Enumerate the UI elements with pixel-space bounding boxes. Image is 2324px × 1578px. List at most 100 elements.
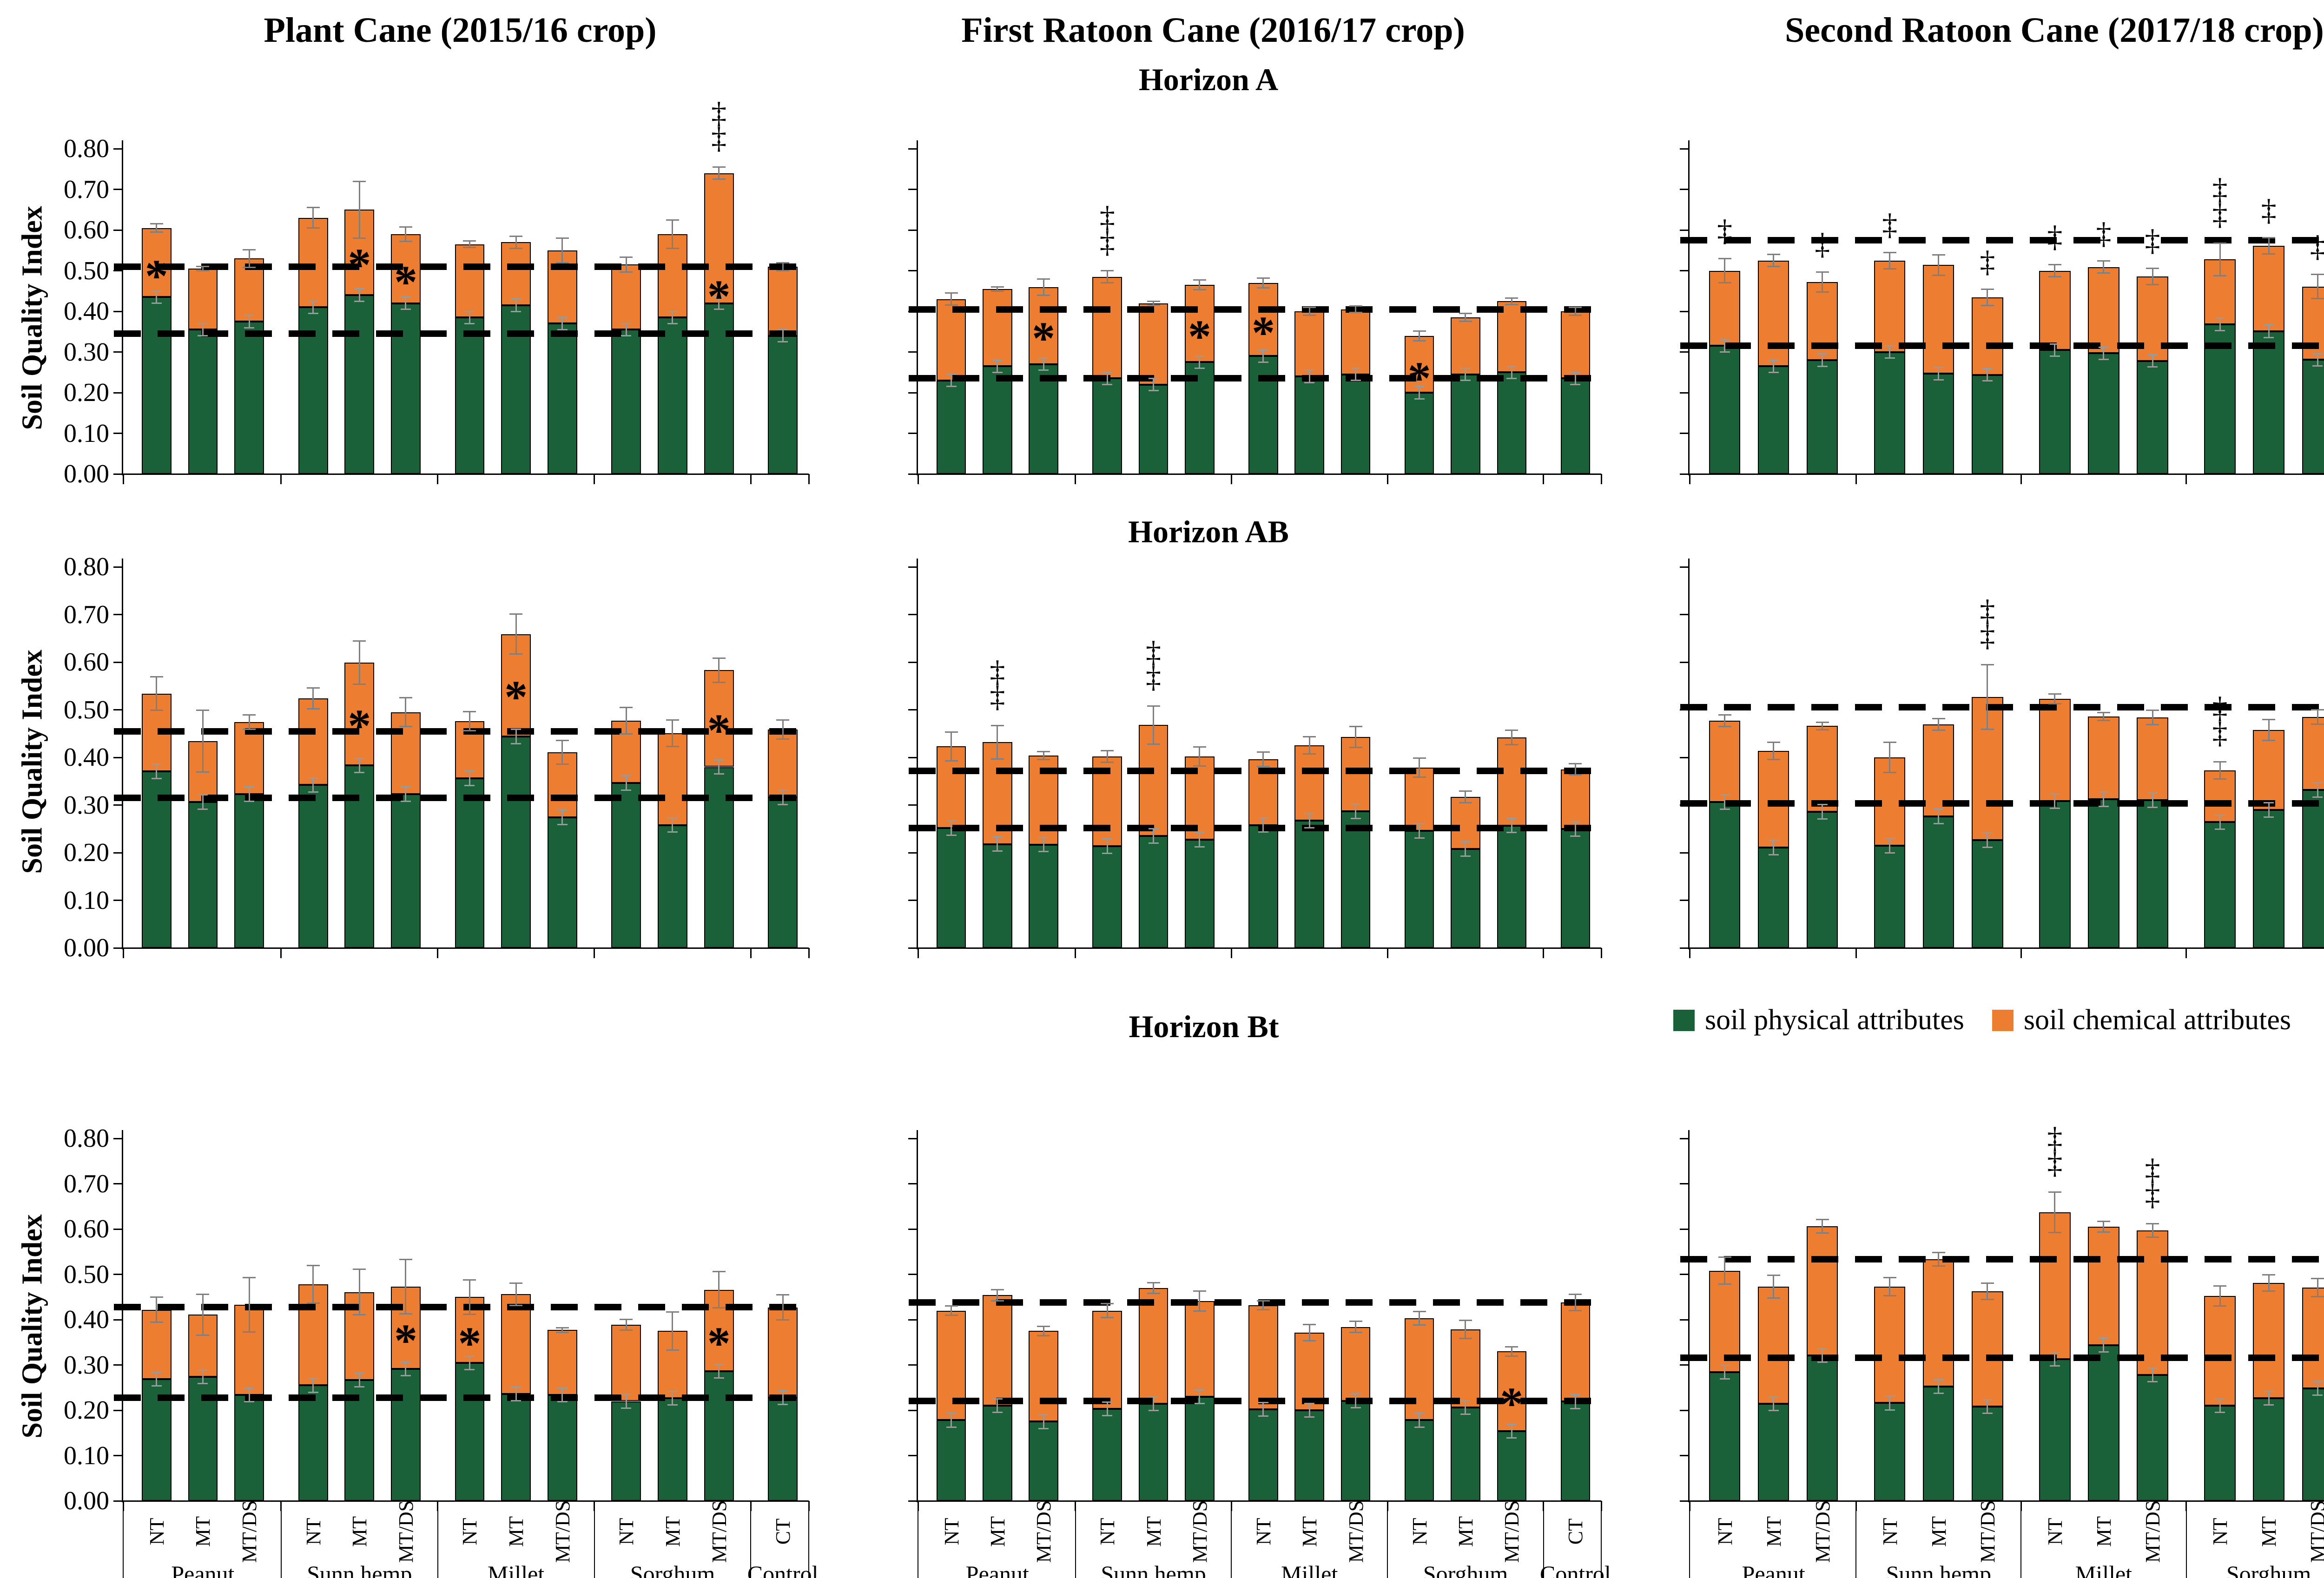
error-bar-cap xyxy=(1981,1298,1994,1300)
bar-segment-chemical xyxy=(2204,1296,2236,1406)
error-bar-boundary xyxy=(515,299,517,311)
error-bar-cap xyxy=(1037,751,1050,753)
x-group-tick xyxy=(1600,474,1602,484)
error-bar-cap xyxy=(354,300,365,302)
error-bar-cap xyxy=(667,310,678,312)
error-bar-cap xyxy=(196,1293,210,1295)
bar-segment-physical xyxy=(1758,847,1789,948)
y-tick xyxy=(113,1409,122,1411)
error-bar-cap xyxy=(196,710,210,711)
bar-segment-chemical xyxy=(1560,311,1591,379)
error-bar-cap xyxy=(1102,371,1113,373)
error-bar-boundary xyxy=(2103,792,2105,807)
y-tick-label: 0.30 xyxy=(64,337,109,367)
y-axis xyxy=(917,559,918,949)
reference-line-control-total xyxy=(909,1299,1601,1306)
error-bar-cap xyxy=(712,658,726,659)
x-group-tick xyxy=(917,474,919,484)
treatment-label: MT/DS xyxy=(1188,1500,1211,1563)
bar-segment-physical xyxy=(298,1385,328,1501)
error-bar-cap xyxy=(243,1276,256,1278)
y-tick xyxy=(1680,947,1688,949)
reference-line-control-physical xyxy=(909,824,1601,831)
error-bar-cap xyxy=(1148,390,1159,392)
error-bar-cap xyxy=(464,310,475,312)
error-bar-cap xyxy=(2264,1404,2274,1406)
y-tick xyxy=(908,852,917,854)
y-tick xyxy=(908,351,917,353)
group-separator xyxy=(1601,1502,1602,1578)
error-bar-boundary xyxy=(1987,1400,1988,1414)
error-bar-boundary xyxy=(1043,837,1044,852)
legend-label-chemical: soil chemical attributes xyxy=(2023,1004,2291,1036)
error-bar-boundary xyxy=(469,771,470,786)
error-bar-cap xyxy=(1350,1407,1361,1408)
bar-segment-physical xyxy=(547,323,577,474)
bar-segment-chemical xyxy=(1807,726,1838,812)
reference-line-control-total xyxy=(909,306,1601,313)
bar-segment-physical xyxy=(936,1420,966,1501)
y-tick xyxy=(113,1364,122,1366)
x-group-tick xyxy=(437,474,439,484)
error-bar-cap xyxy=(151,1385,162,1387)
treatment-label: MT xyxy=(504,1516,528,1547)
bar-segment-chemical xyxy=(1404,335,1434,393)
y-tick xyxy=(1680,1409,1688,1411)
error-bar-cap xyxy=(198,809,208,810)
error-bar-cap xyxy=(1932,730,1945,731)
error-bar-cap xyxy=(1933,379,1944,381)
bar-segment-physical xyxy=(1807,360,1838,474)
y-tick xyxy=(1680,852,1688,854)
error-bar-cap xyxy=(1719,1364,1730,1366)
error-bar xyxy=(2219,1286,2221,1306)
error-bar-cap xyxy=(778,329,788,330)
error-bar xyxy=(1308,1324,1310,1341)
error-bar-cap xyxy=(400,1375,411,1377)
error-bar-cap xyxy=(621,1394,632,1395)
y-tick xyxy=(908,1183,917,1184)
error-bar-cap xyxy=(1768,359,1779,361)
error-bar-boundary xyxy=(1938,809,1940,824)
error-bar xyxy=(1106,270,1108,283)
error-bar-cap xyxy=(1816,1219,1829,1221)
bar-segment-physical xyxy=(768,797,798,948)
error-bar-cap xyxy=(1883,1276,1896,1278)
treatment-label: NT xyxy=(1878,1518,1901,1545)
error-bar-cap xyxy=(244,315,255,316)
error-bar-cap xyxy=(1101,750,1114,752)
error-bar-boundary xyxy=(1822,804,1823,819)
error-bar-cap xyxy=(2098,346,2109,348)
error-bar-cap xyxy=(244,1400,255,1402)
bar-segment-chemical xyxy=(1560,1302,1591,1402)
y-tick xyxy=(113,1500,122,1502)
error-bar-cap xyxy=(244,786,255,788)
error-bar-cap xyxy=(621,322,632,324)
subtitle-horizon-ab: Horizon AB xyxy=(1128,514,1289,549)
error-bar-cap xyxy=(1569,1310,1582,1311)
error-bar-cap xyxy=(1506,817,1517,819)
error-bar xyxy=(156,1297,158,1322)
error-bar-cap xyxy=(1506,365,1517,367)
error-bar-cap xyxy=(1768,839,1779,841)
error-bar-cap xyxy=(944,760,958,762)
error-bar-cap xyxy=(557,329,568,330)
error-bar-boundary xyxy=(672,818,673,832)
y-axis xyxy=(1688,140,1690,475)
error-bar-cap xyxy=(992,371,1003,373)
error-bar-cap xyxy=(306,207,320,209)
error-bar-boundary xyxy=(1419,1413,1420,1427)
error-bar-boundary xyxy=(1574,1394,1576,1409)
error-bar-boundary xyxy=(2219,815,2221,829)
error-bar-cap xyxy=(399,697,412,699)
bar-segment-physical xyxy=(936,828,966,948)
error-bar-cap xyxy=(2215,329,2225,331)
error-bar-cap xyxy=(2147,354,2158,356)
error-bar-cap xyxy=(990,1300,1004,1302)
error-bar-cap xyxy=(2312,1381,2323,1383)
error-bar-cap xyxy=(1102,852,1113,854)
error-bar-boundary xyxy=(1511,366,1512,379)
error-bar-cap xyxy=(1505,730,1519,731)
bar-segment-physical xyxy=(2204,324,2236,474)
error-bar xyxy=(625,707,627,734)
error-bar xyxy=(1355,306,1357,313)
